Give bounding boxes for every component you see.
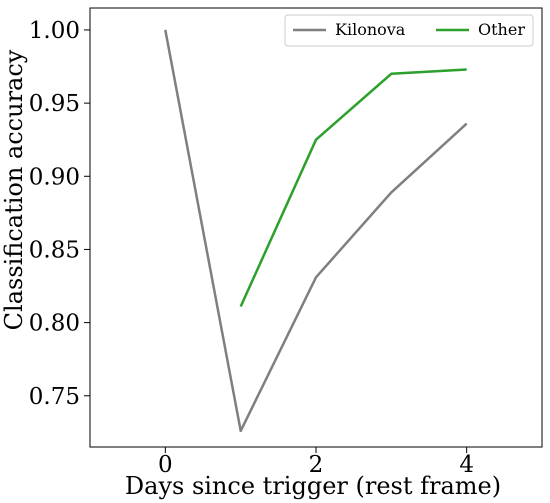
- x-tick-label: 4: [459, 452, 474, 478]
- y-tick-label: 0.80: [29, 311, 80, 337]
- series-line-other: [239, 68, 467, 308]
- x-tick-label: 2: [309, 452, 324, 478]
- y-tick-label: 1.00: [29, 18, 80, 44]
- y-tick-label: 0.85: [29, 237, 80, 263]
- y-axis-ticks: 0.75 0.80 0.85 0.90 0.95 1.00: [29, 18, 90, 410]
- legend-box: [284, 14, 534, 47]
- series-line-kilonova: [164, 29, 468, 433]
- plot-frame: [89, 7, 543, 448]
- legend-label-other: Other: [478, 20, 525, 39]
- y-tick-label: 0.90: [29, 164, 80, 190]
- x-axis-label: Days since trigger (rest frame): [125, 472, 501, 500]
- legend-label-kilonova: Kilonova: [335, 20, 406, 39]
- y-tick-label: 0.75: [29, 384, 80, 410]
- y-axis-label: Classification accuracy: [0, 49, 28, 330]
- x-tick-label: 0: [158, 452, 173, 478]
- x-axis-ticks: 0 2 4: [158, 447, 474, 478]
- legend: Kilonova Other: [284, 14, 534, 47]
- y-tick-label: 0.95: [29, 91, 80, 117]
- series-layer: [164, 29, 468, 433]
